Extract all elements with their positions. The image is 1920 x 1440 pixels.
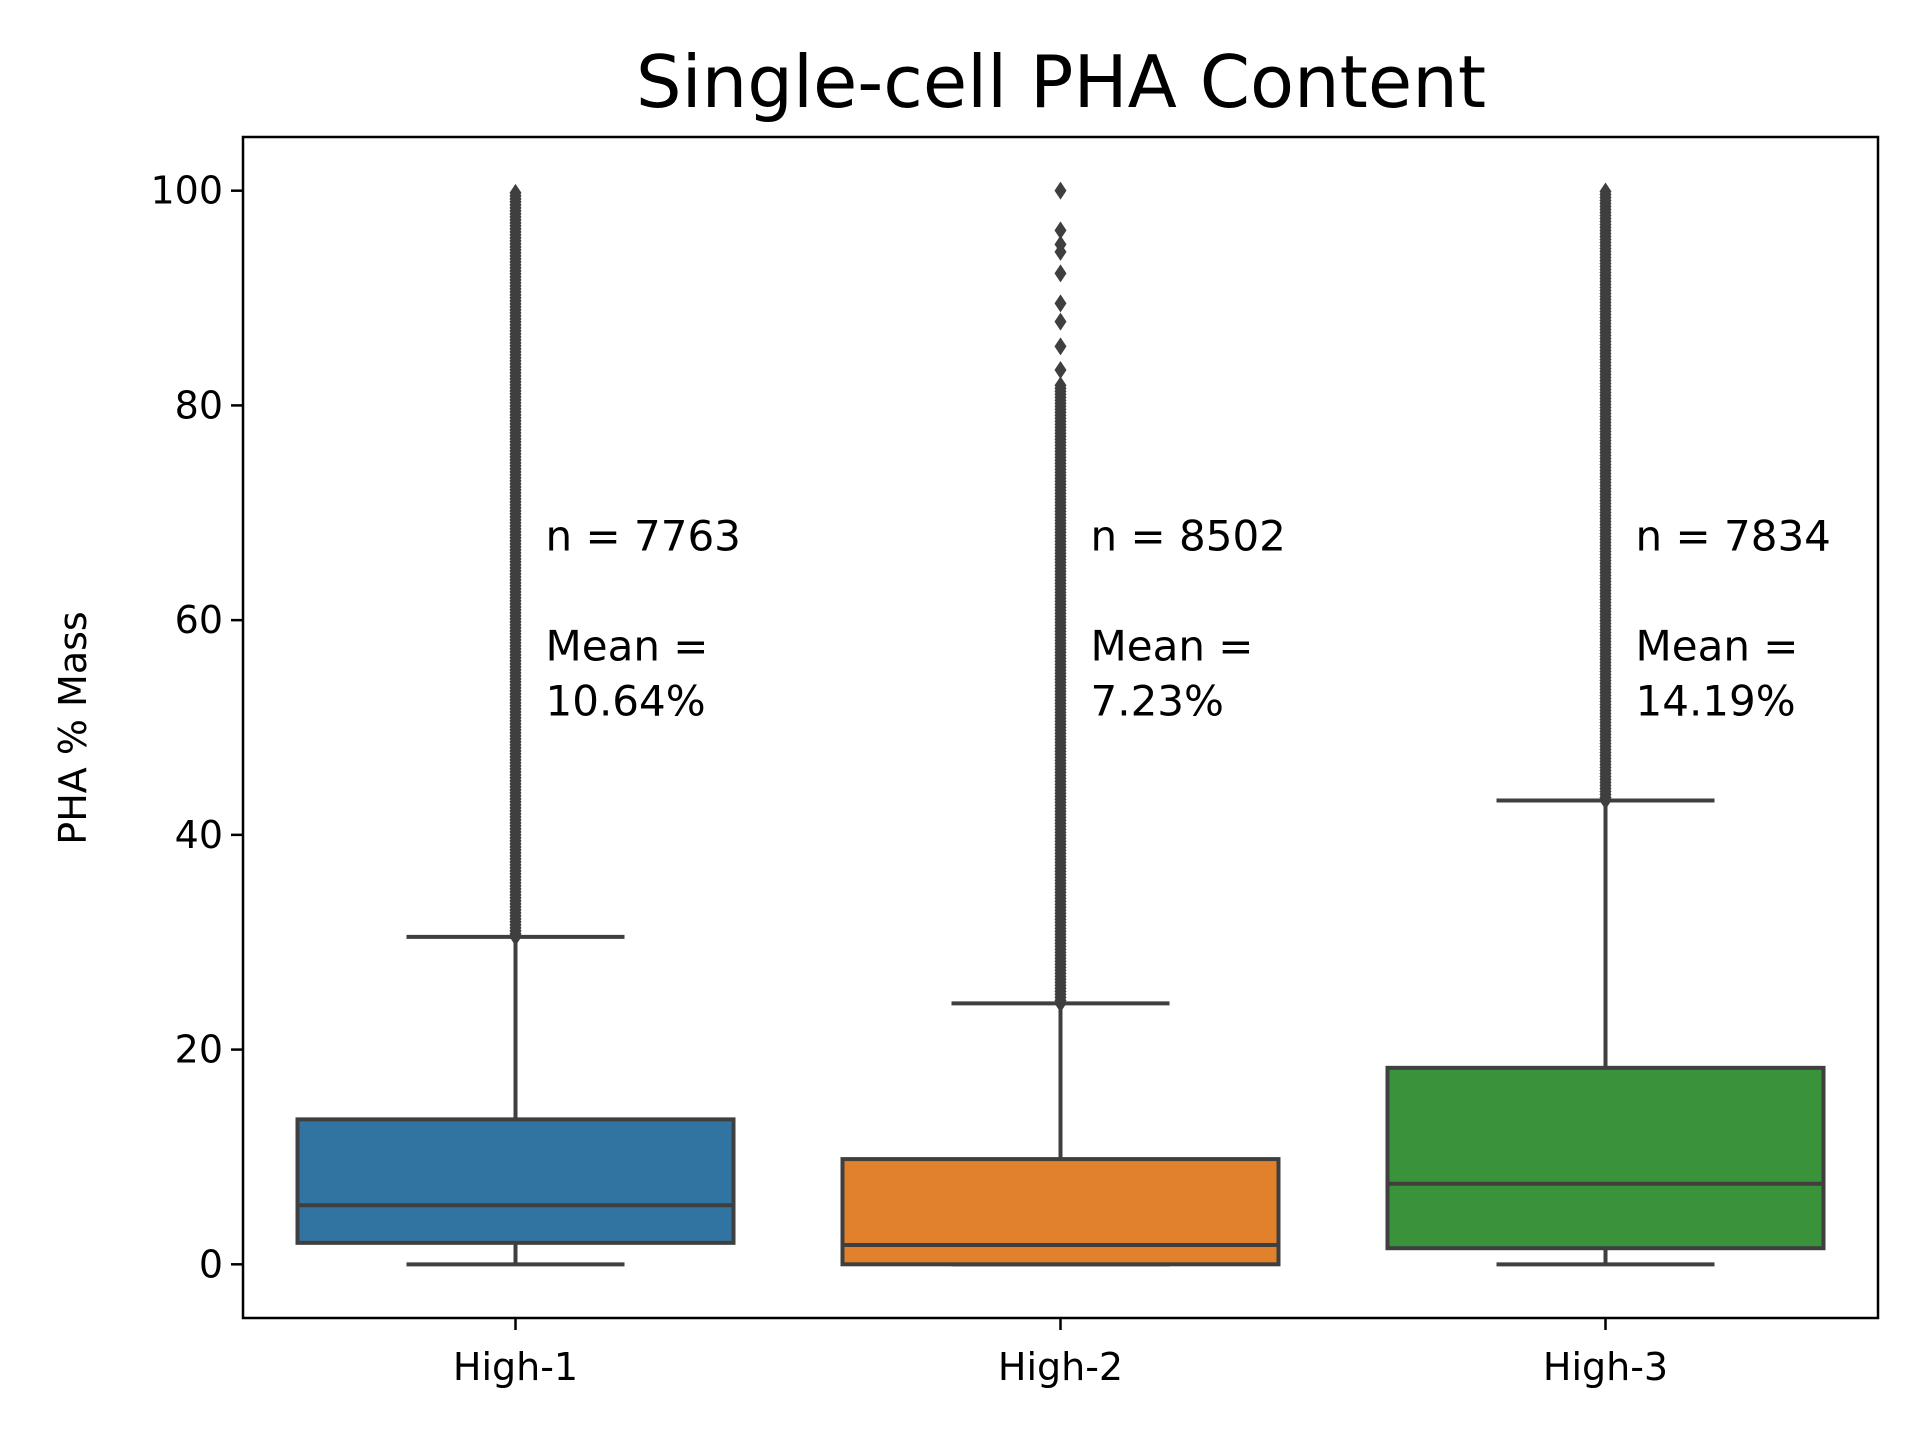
plot-frame xyxy=(241,135,1880,1320)
mean-label: Mean = xyxy=(546,621,709,670)
outlier-marker xyxy=(1054,312,1067,331)
outlier-marker xyxy=(1054,337,1067,356)
x-tick-label: High-3 xyxy=(1543,1345,1668,1389)
mean-label: 10.64% xyxy=(546,676,706,725)
y-tick-label: 60 xyxy=(175,598,223,642)
sample-size-label: n = 7763 xyxy=(546,511,741,560)
box-body xyxy=(1385,1065,1826,1251)
outlier-marker xyxy=(1054,294,1067,313)
y-tick-label: 100 xyxy=(150,169,223,213)
mean-label: 14.19% xyxy=(1636,676,1796,725)
mean-label: 7.23% xyxy=(1091,676,1224,725)
outlier-marker xyxy=(1054,376,1067,395)
outlier-marker xyxy=(1054,221,1067,240)
box-body xyxy=(840,1157,1281,1267)
mean-label: Mean = xyxy=(1091,621,1254,670)
outlier-marker xyxy=(1054,264,1067,283)
y-tick-label: 0 xyxy=(199,1242,223,1286)
outlier-marker xyxy=(1054,181,1067,200)
y-tick-label: 40 xyxy=(175,813,223,857)
outlier-marker xyxy=(1599,182,1612,201)
sample-size-label: n = 8502 xyxy=(1091,511,1286,560)
box-body xyxy=(295,1117,736,1245)
y-axis-label: PHA % Mass xyxy=(51,611,95,844)
y-tick-label: 20 xyxy=(175,1028,223,1072)
sample-size-label: n = 7834 xyxy=(1636,511,1831,560)
y-tick-label: 80 xyxy=(175,383,223,427)
outlier-marker xyxy=(509,183,522,202)
x-tick-label: High-1 xyxy=(453,1345,578,1389)
outlier-marker xyxy=(1054,360,1067,379)
chart-title: Single-cell PHA Content xyxy=(636,40,1486,124)
x-tick-label: High-2 xyxy=(998,1345,1123,1389)
plot-area: 0 20 40 60 80 100 High-1 n = 7763 Mean = 10.64% H… xyxy=(150,169,1830,1389)
outlier-marker xyxy=(1054,235,1067,254)
mean-label: Mean = xyxy=(1636,621,1799,670)
